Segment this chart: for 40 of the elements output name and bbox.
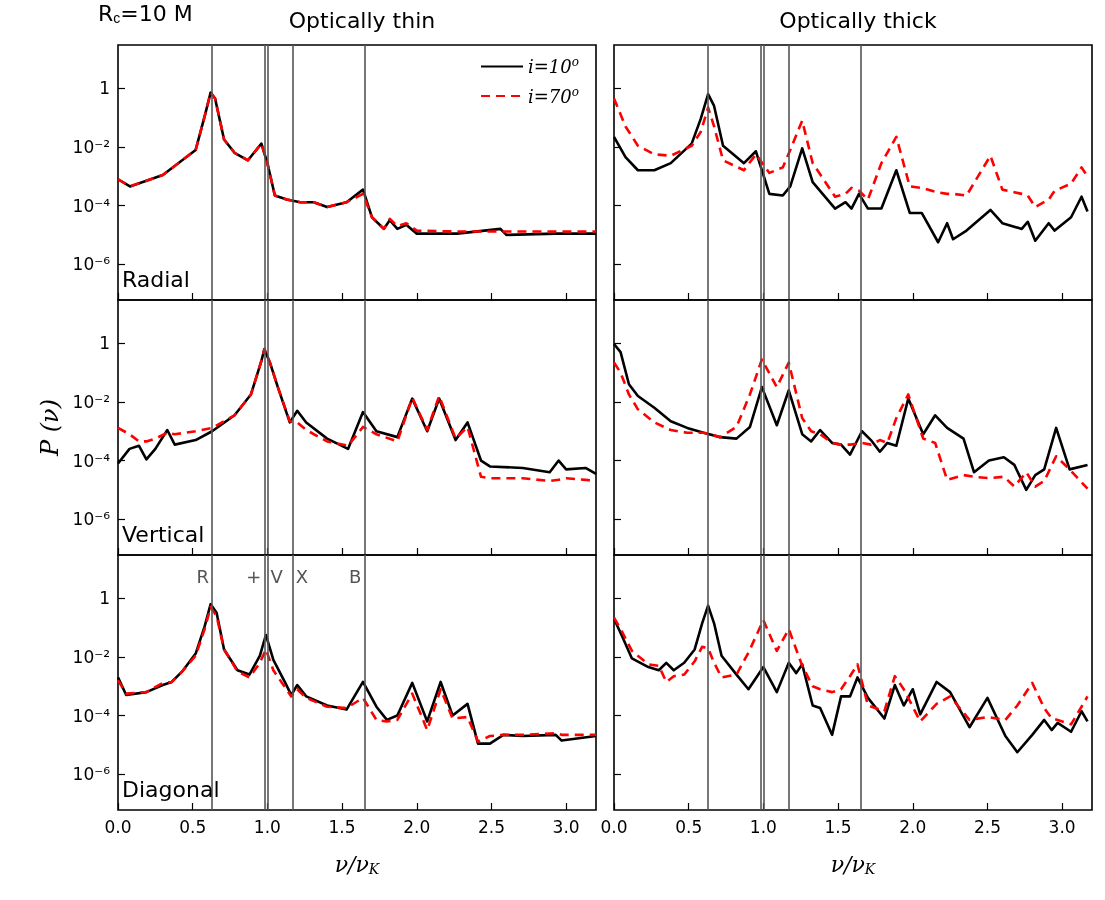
ref-line-label: R xyxy=(196,565,210,587)
x-tick-label: 0.0 xyxy=(600,816,628,837)
y-tick-label: 1 xyxy=(99,333,110,354)
ref-line-label: X xyxy=(295,565,309,587)
x-axis-title: ν/νK xyxy=(830,851,877,877)
y-tick-label: 10⁻⁴ xyxy=(72,450,111,471)
annotation: Diagonal xyxy=(122,776,220,802)
y-tick-label: 10⁻⁴ xyxy=(72,195,111,216)
x-tick-label: 3.0 xyxy=(1048,816,1076,837)
y-tick-label: 10⁻² xyxy=(72,136,110,157)
y-tick-label: 1 xyxy=(99,588,110,609)
x-tick-label: 1.0 xyxy=(253,816,281,837)
x-tick-label: 2.5 xyxy=(477,816,505,837)
x-tick-label: 1.5 xyxy=(328,816,356,837)
annotation: Vertical xyxy=(122,521,205,547)
x-tick-label: 2.5 xyxy=(973,816,1001,837)
x-tick-label: 2.0 xyxy=(899,816,927,837)
x-tick-label: 1.0 xyxy=(749,816,777,837)
text: Rc=10 M xyxy=(98,0,193,26)
ref-line-label: V xyxy=(270,565,284,587)
x-axis-title: ν/νK xyxy=(334,851,381,877)
y-tick-label: 10⁻² xyxy=(72,391,110,412)
chart-title: Optically thin xyxy=(288,7,436,33)
x-tick-label: 1.5 xyxy=(824,816,852,837)
y-axis-title: P (ν) xyxy=(35,398,64,458)
y-tick-label: 10⁻⁶ xyxy=(72,509,111,530)
ref-line-label: + xyxy=(246,565,262,587)
x-tick-label: 0.5 xyxy=(675,816,703,837)
annotation: Radial xyxy=(122,266,190,292)
y-tick-label: 10⁻⁶ xyxy=(72,254,111,275)
x-tick-label: 2.0 xyxy=(403,816,431,837)
y-tick-label: 10⁻² xyxy=(72,646,110,667)
chart-title: Optically thick xyxy=(779,7,937,33)
ref-line-label: B xyxy=(349,565,362,587)
x-tick-label: 0.5 xyxy=(179,816,207,837)
y-tick-label: 10⁻⁴ xyxy=(72,705,111,726)
y-tick-label: 10⁻⁶ xyxy=(72,764,111,785)
x-tick-label: 0.0 xyxy=(104,816,132,837)
x-tick-label: 3.0 xyxy=(552,816,580,837)
y-tick-label: 1 xyxy=(99,78,110,99)
